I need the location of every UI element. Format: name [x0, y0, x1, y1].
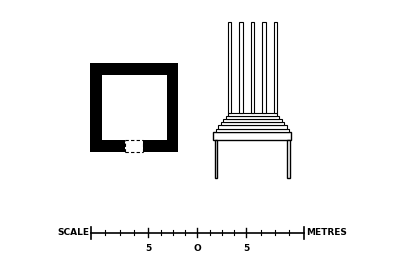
- Bar: [221, 122, 284, 125]
- Bar: [216, 129, 289, 132]
- Text: SCALE: SCALE: [57, 228, 89, 237]
- Bar: [102, 75, 167, 140]
- Bar: [215, 140, 218, 178]
- Bar: [288, 140, 290, 178]
- Bar: [228, 113, 277, 116]
- Text: 5: 5: [243, 244, 249, 253]
- Text: 5: 5: [145, 244, 152, 253]
- Bar: [228, 22, 231, 113]
- Bar: [90, 63, 178, 152]
- Bar: [226, 116, 279, 119]
- Bar: [214, 132, 292, 140]
- Bar: [223, 119, 282, 122]
- Bar: [262, 22, 266, 113]
- Bar: [274, 22, 277, 113]
- Bar: [218, 125, 287, 129]
- Bar: [240, 22, 243, 113]
- Bar: [125, 140, 143, 152]
- Text: METRES: METRES: [306, 228, 346, 237]
- Bar: [251, 22, 254, 113]
- Text: O: O: [194, 244, 201, 253]
